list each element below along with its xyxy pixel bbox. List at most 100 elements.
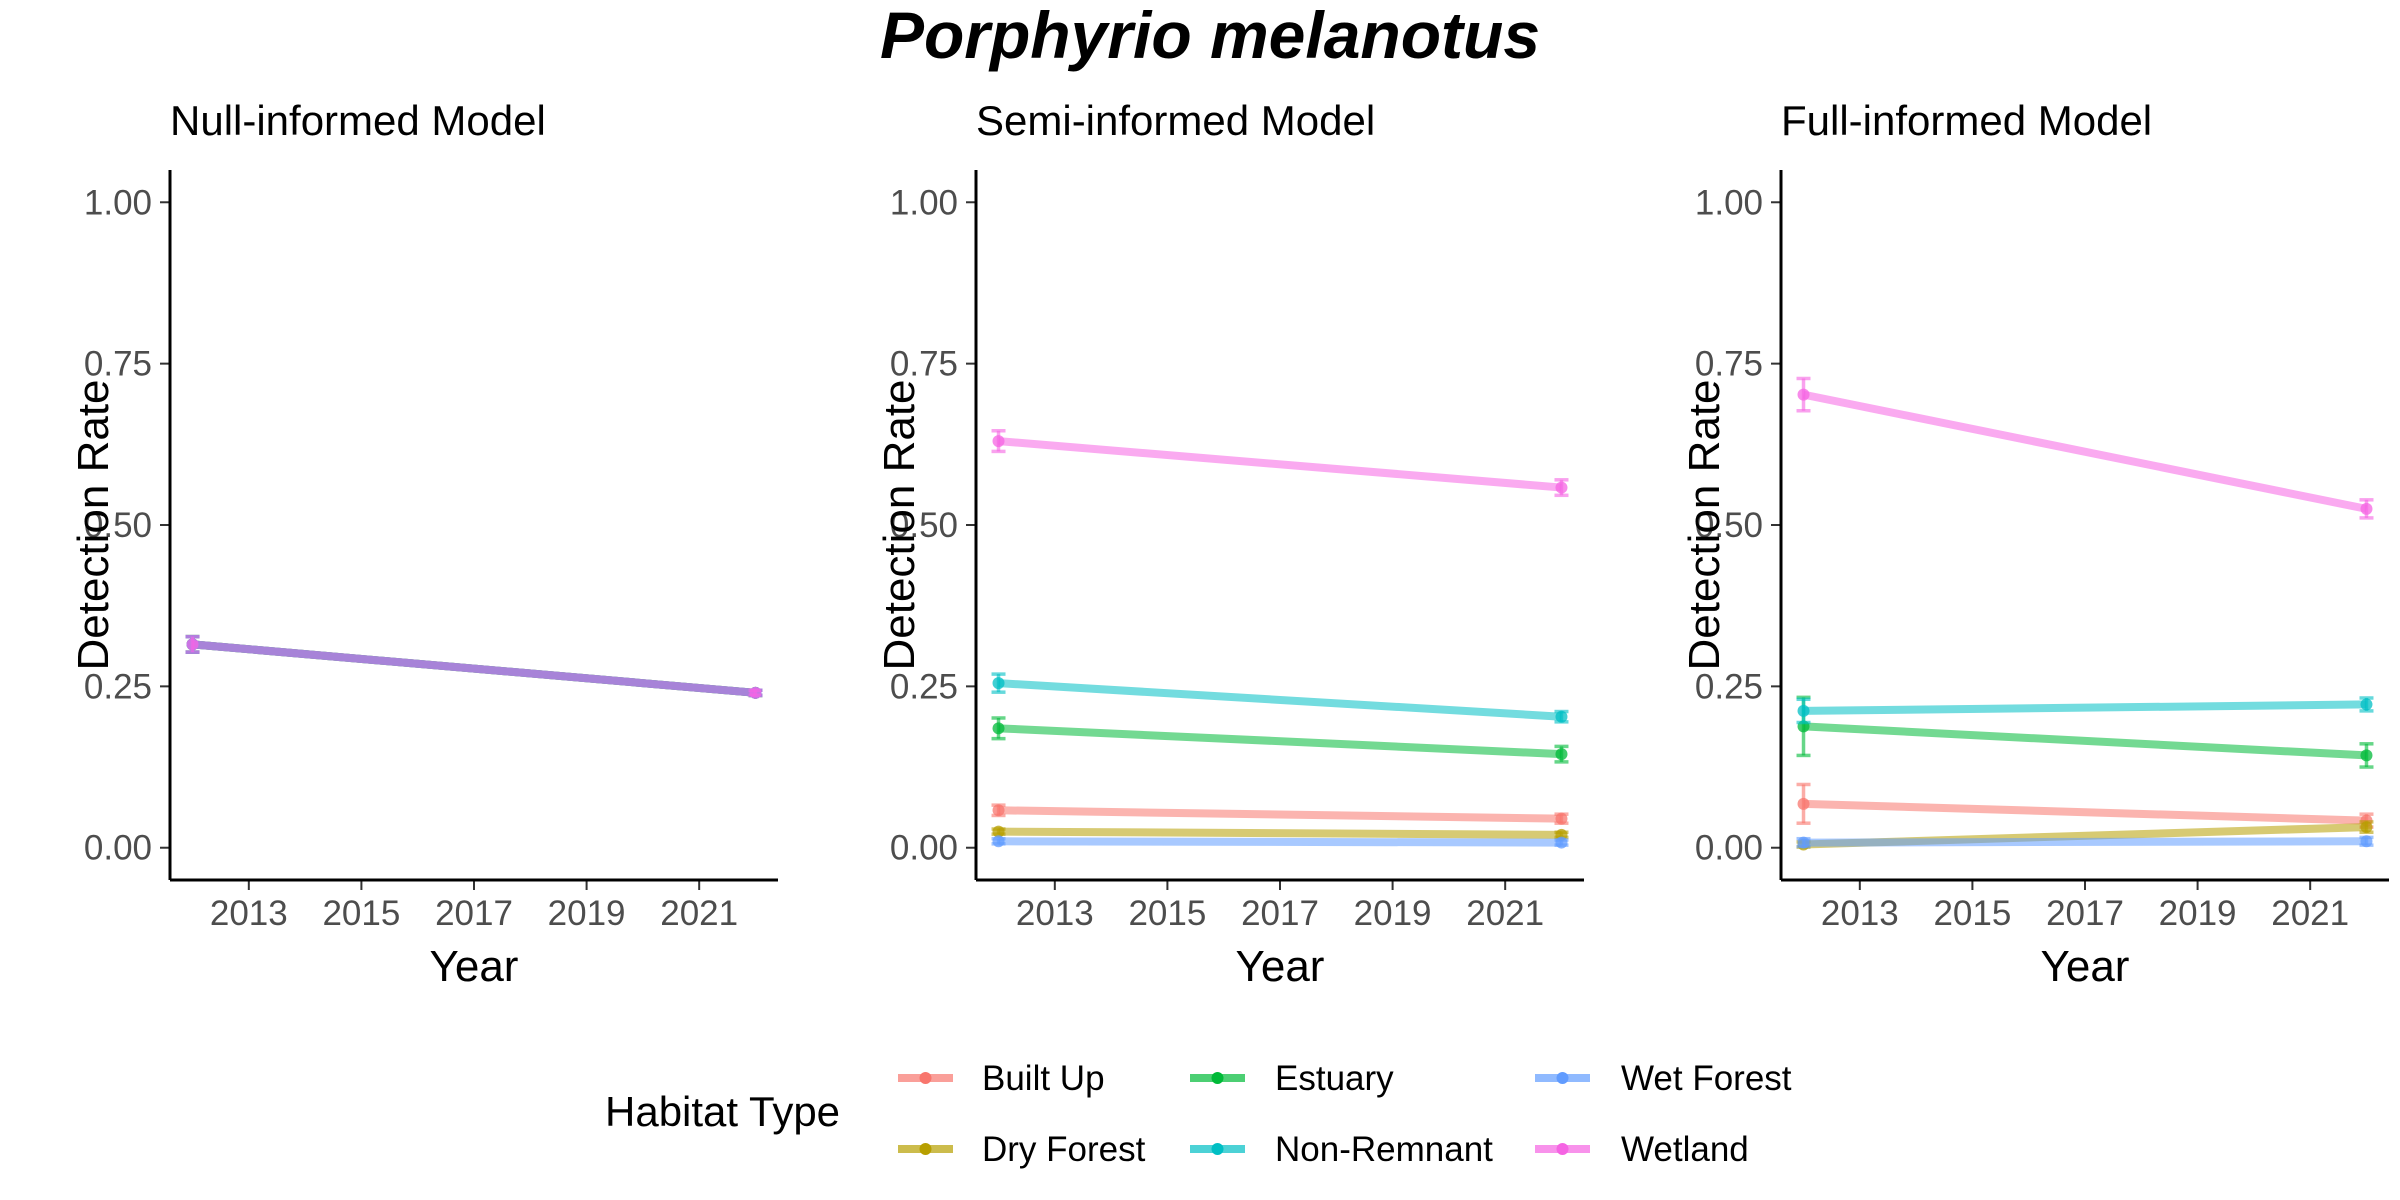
x-tick-label: 2015 <box>322 894 400 933</box>
x-tick-label: 2021 <box>1466 894 1544 933</box>
series-line-wetland <box>998 437 1562 492</box>
data-point <box>1555 748 1568 761</box>
x-tick-label: 2017 <box>435 894 513 933</box>
y-tick-label: 0.25 <box>84 667 152 706</box>
data-point <box>992 835 1005 848</box>
legend-key-point <box>919 1072 932 1084</box>
panel-null-informed-model: Null-informed Model 0.00 0.25 0.50 0.75 1.00 2… <box>69 97 778 991</box>
data-point <box>2360 835 2373 848</box>
series-wet-forest <box>991 835 1569 849</box>
legend-item-wetland: Wetland <box>1535 1130 1749 1169</box>
x-axis-title: Year <box>430 942 519 991</box>
series-line-built-up <box>998 806 1562 823</box>
series-line-built-up <box>1803 799 2367 825</box>
series-non-remnant <box>1796 696 2374 725</box>
series-dry-forest <box>991 825 1569 841</box>
data-point <box>1555 836 1568 849</box>
legend-label: Wet Forest <box>1621 1059 1792 1098</box>
x-tick-label: 2017 <box>1241 894 1319 933</box>
legend: Habitat Type Built Up Dry Forest Estuary Non… <box>605 1059 1792 1169</box>
panel-semi-informed-model: Semi-informed Model 0.00 0.25 0.50 0.75 1.00 2… <box>875 97 1584 991</box>
legend-key-point <box>919 1143 932 1155</box>
data-point <box>1797 797 1810 810</box>
y-tick-label: 0.50 <box>1695 506 1763 545</box>
data-point <box>2360 749 2373 762</box>
y-tick-label: 0.75 <box>84 345 152 384</box>
x-axis-title: Year <box>2041 942 2130 991</box>
x-tick-label: 2013 <box>1016 894 1094 933</box>
legend-item-wet-forest: Wet Forest <box>1535 1059 1792 1098</box>
x-axis-title: Year <box>1236 942 1325 991</box>
y-axis-title: Detection Rate <box>875 379 924 670</box>
data-point <box>749 686 762 699</box>
y-tick-label: 0.75 <box>890 345 958 384</box>
x-tick-label: 2019 <box>2159 894 2237 933</box>
series-wetland <box>1796 376 2374 520</box>
x-tick-label: 2021 <box>660 894 738 933</box>
legend-label: Wetland <box>1621 1130 1749 1169</box>
panel-full-informed-model: Full-informed Model 0.00 0.25 0.50 0.75 1.00 2… <box>1680 97 2389 991</box>
legend-item-dry-forest: Dry Forest <box>898 1130 1146 1169</box>
x-tick-label: 2019 <box>548 894 626 933</box>
data-point <box>2360 502 2373 515</box>
y-tick-label: 0.50 <box>890 506 958 545</box>
panel-title: Semi-informed Model <box>976 97 1375 144</box>
x-tick-label: 2021 <box>2271 894 2349 933</box>
legend-item-estuary: Estuary <box>1190 1059 1394 1098</box>
data-point <box>1555 710 1568 723</box>
y-tick-label: 0.75 <box>1695 345 1763 384</box>
chart-panels: Null-informed Model 0.00 0.25 0.50 0.75 1.00 2… <box>69 97 2389 991</box>
data-point <box>992 804 1005 817</box>
y-axis-title: Detection Rate <box>69 379 118 670</box>
panel-title: Full-informed Model <box>1781 97 2152 144</box>
data-point <box>1797 388 1810 401</box>
x-tick-label: 2017 <box>2046 894 2124 933</box>
y-tick-label: 0.00 <box>1695 829 1763 868</box>
legend-label: Built Up <box>982 1059 1105 1098</box>
panel-title: Null-informed Model <box>170 97 546 144</box>
series-wet-forest <box>1796 835 2374 849</box>
y-tick-label: 1.00 <box>890 183 958 222</box>
x-tick-label: 2013 <box>1821 894 1899 933</box>
series-wetland <box>185 634 763 699</box>
x-tick-label: 2015 <box>1128 894 1206 933</box>
data-point <box>992 722 1005 735</box>
y-tick-label: 0.50 <box>84 506 152 545</box>
legend-title: Habitat Type <box>605 1088 840 1135</box>
series-line-non-remnant <box>1803 700 2367 715</box>
series-estuary <box>1796 695 2374 769</box>
legend-label: Non-Remnant <box>1275 1130 1493 1169</box>
x-tick-label: 2019 <box>1354 894 1432 933</box>
series-built-up <box>991 803 1569 825</box>
data-point <box>992 825 1005 838</box>
data-point <box>1555 812 1568 825</box>
chart-main-title: Porphyrio melanotus <box>880 0 1540 72</box>
series-line-estuary <box>1803 722 2367 760</box>
legend-key-point <box>1211 1072 1224 1084</box>
legend-key-point <box>1556 1072 1569 1084</box>
legend-label: Dry Forest <box>982 1130 1146 1169</box>
data-point <box>2360 698 2373 711</box>
legend-key-point <box>1556 1143 1569 1155</box>
y-tick-label: 0.00 <box>84 829 152 868</box>
series-wetland <box>991 429 1569 498</box>
series-line-wetland <box>1802 390 2368 513</box>
y-tick-label: 1.00 <box>1695 183 1763 222</box>
series-line-dry-forest <box>998 827 1562 839</box>
legend-item-non-remnant: Non-Remnant <box>1190 1130 1493 1169</box>
series-non-remnant <box>991 672 1569 724</box>
y-tick-label: 1.00 <box>84 183 152 222</box>
series-line-wet-forest <box>1803 837 2367 847</box>
series-line-non-remnant <box>998 679 1562 721</box>
data-point <box>1797 836 1810 849</box>
data-point <box>992 677 1005 690</box>
series-line-estuary <box>998 724 1562 759</box>
data-point <box>1797 704 1810 717</box>
series-line-wetland <box>192 640 756 697</box>
x-tick-label: 2015 <box>1933 894 2011 933</box>
data-point <box>1555 481 1568 494</box>
y-tick-label: 0.25 <box>890 667 958 706</box>
data-point <box>186 638 199 651</box>
series-built-up <box>1796 782 2374 829</box>
